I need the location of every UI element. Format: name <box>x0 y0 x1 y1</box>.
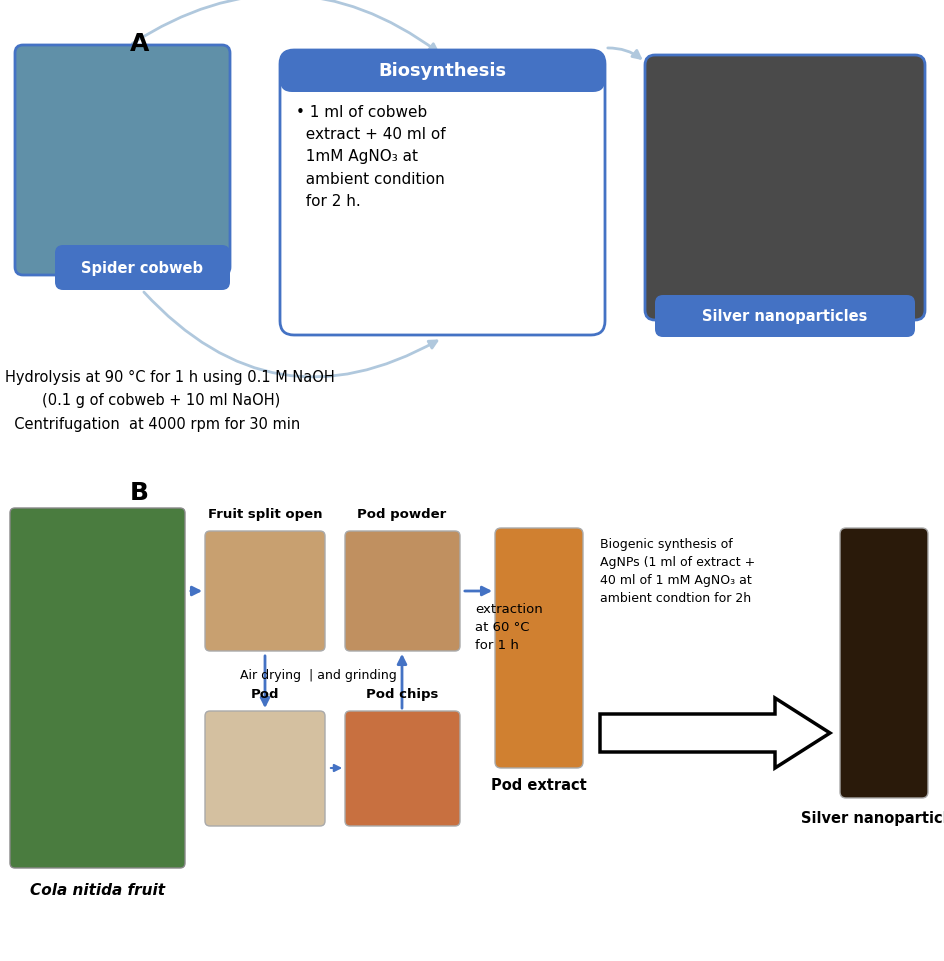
Text: Pod: Pod <box>250 688 279 701</box>
FancyBboxPatch shape <box>279 50 604 92</box>
FancyBboxPatch shape <box>495 528 582 768</box>
Text: Pod extract: Pod extract <box>491 778 586 793</box>
Text: Fruit split open: Fruit split open <box>208 508 322 521</box>
FancyArrow shape <box>599 698 829 768</box>
Text: Biosynthesis: Biosynthesis <box>378 62 506 80</box>
FancyBboxPatch shape <box>55 245 229 290</box>
Text: Cola nitida fruit: Cola nitida fruit <box>29 883 164 898</box>
Text: • 1 ml of cobweb
  extract + 40 ml of
  1mM AgNO₃ at
  ambient condition
  for 2: • 1 ml of cobweb extract + 40 ml of 1mM … <box>295 105 446 209</box>
FancyBboxPatch shape <box>15 45 229 275</box>
FancyBboxPatch shape <box>839 528 927 798</box>
Text: B: B <box>130 481 149 505</box>
FancyBboxPatch shape <box>345 711 460 826</box>
Text: Air drying  | and grinding: Air drying | and grinding <box>240 669 396 682</box>
Text: Spider cobweb: Spider cobweb <box>81 260 203 276</box>
FancyBboxPatch shape <box>279 50 604 335</box>
FancyBboxPatch shape <box>205 531 325 651</box>
Text: Hydrolysis at 90 °C for 1 h using 0.1 M NaOH
        (0.1 g of cobweb + 10 ml Na: Hydrolysis at 90 °C for 1 h using 0.1 M … <box>5 370 334 431</box>
Text: Silver nanoparticles: Silver nanoparticles <box>701 308 867 324</box>
Text: Pod chips: Pod chips <box>365 688 438 701</box>
FancyBboxPatch shape <box>645 55 924 320</box>
Text: A: A <box>130 32 149 56</box>
Text: Biogenic synthesis of
AgNPs (1 ml of extract +
40 ml of 1 mM AgNO₃ at
ambient co: Biogenic synthesis of AgNPs (1 ml of ext… <box>599 538 754 605</box>
FancyBboxPatch shape <box>345 531 460 651</box>
FancyBboxPatch shape <box>10 508 185 868</box>
Text: Silver nanoparticles: Silver nanoparticles <box>801 811 944 826</box>
Text: Pod powder: Pod powder <box>357 508 447 521</box>
Text: extraction
at 60 °C
for 1 h: extraction at 60 °C for 1 h <box>475 603 542 652</box>
FancyBboxPatch shape <box>654 295 914 337</box>
FancyBboxPatch shape <box>205 711 325 826</box>
